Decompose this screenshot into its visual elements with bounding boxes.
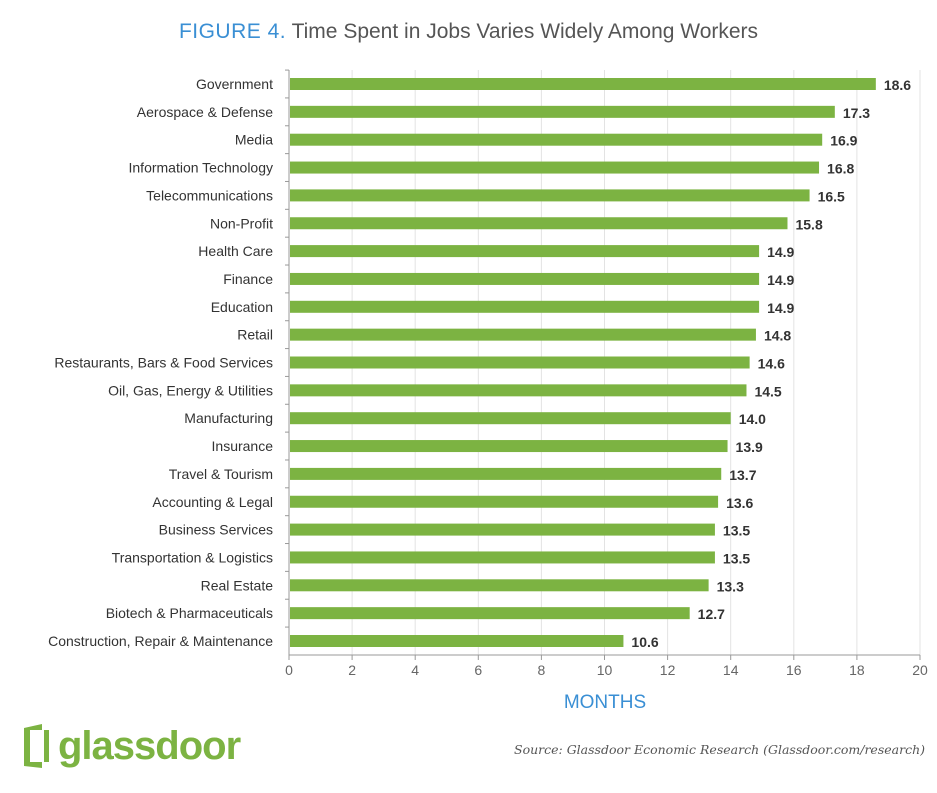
- bar: [290, 607, 690, 620]
- x-tick-label: 6: [474, 662, 482, 678]
- bar: [290, 300, 760, 313]
- bar: [290, 523, 715, 536]
- category-label: Health Care: [198, 243, 273, 259]
- data-label: 13.7: [729, 467, 756, 483]
- data-label: 10.6: [631, 634, 658, 650]
- category-label: Aerospace & Defense: [137, 104, 273, 120]
- data-label: 14.0: [739, 411, 766, 427]
- figure-number: FIGURE 4.: [178, 20, 287, 43]
- x-tick-label: 20: [912, 662, 928, 678]
- x-axis-label: MONTHS: [563, 692, 647, 713]
- data-label: 14.9: [767, 300, 794, 316]
- x-tick-label: 2: [348, 662, 356, 678]
- x-tick-label: 16: [786, 662, 802, 678]
- bar: [290, 245, 760, 258]
- logo-text: glassdoor: [58, 724, 241, 768]
- data-label: 12.7: [698, 606, 725, 622]
- category-label: Non-Profit: [210, 215, 273, 231]
- category-label: Business Services: [159, 522, 273, 538]
- category-label: Construction, Repair & Maintenance: [48, 633, 273, 649]
- bar: [290, 105, 835, 118]
- bar: [290, 440, 728, 453]
- bar: [290, 189, 810, 202]
- category-label: Real Estate: [201, 577, 274, 593]
- x-tick-label: 12: [660, 662, 676, 678]
- source-note: Source: Glassdoor Economic Research (Gla…: [514, 742, 925, 757]
- data-label: 13.5: [723, 523, 750, 539]
- bar: [290, 78, 876, 90]
- bar: [290, 551, 715, 564]
- bar: [290, 133, 823, 146]
- glassdoor-logo: glassdoor: [20, 722, 241, 770]
- category-label: Telecommunications: [146, 187, 273, 203]
- category-label: Education: [211, 299, 273, 315]
- category-label: Restaurants, Bars & Food Services: [54, 355, 273, 371]
- category-label: Insurance: [212, 438, 274, 454]
- category-label: Information Technology: [129, 160, 274, 176]
- bar: [290, 272, 760, 285]
- data-label: 18.6: [884, 77, 911, 93]
- data-label: 14.8: [764, 328, 791, 344]
- category-label: Biotech & Pharmaceuticals: [106, 605, 273, 621]
- category-label: Travel & Tourism: [169, 466, 273, 482]
- data-label: 17.3: [843, 105, 870, 121]
- x-tick-label: 8: [538, 662, 546, 678]
- x-tick-label: 14: [723, 662, 739, 678]
- data-label: 16.9: [830, 133, 857, 149]
- bar: [290, 161, 820, 174]
- data-label: 13.6: [726, 495, 753, 511]
- category-label: Government: [196, 76, 273, 92]
- data-label: 14.5: [754, 383, 781, 399]
- bar: [290, 412, 731, 425]
- data-label: 16.8: [827, 161, 854, 177]
- x-tick-label: 18: [849, 662, 865, 678]
- category-label: Transportation & Logistics: [112, 549, 273, 565]
- category-label: Finance: [223, 271, 273, 287]
- bar-chart: 0 2 4 6 8 10 12 14 16 18 20 Government 18.6 Aerospace…: [48, 69, 928, 678]
- category-label: Media: [235, 132, 273, 148]
- bar: [290, 356, 750, 369]
- category-label: Accounting & Legal: [152, 494, 273, 510]
- chart-title: FIGURE 4. Time Spent in Jobs Varies Wide…: [0, 20, 937, 44]
- category-label: Manufacturing: [184, 410, 273, 426]
- data-label: 13.5: [723, 550, 750, 566]
- x-tick-label: 10: [597, 662, 613, 678]
- bar: [290, 579, 709, 592]
- data-label: 13.3: [717, 578, 744, 594]
- data-label: 14.9: [767, 244, 794, 260]
- bar: [290, 467, 722, 480]
- x-tick-label: 0: [285, 662, 293, 678]
- x-tick-label: 4: [411, 662, 419, 678]
- data-label: 14.6: [758, 356, 785, 372]
- data-label: 15.8: [795, 216, 822, 232]
- bar: [290, 217, 788, 230]
- title-text: Time Spent in Jobs Varies Widely Among W…: [291, 20, 759, 43]
- category-label: Retail: [237, 327, 273, 343]
- data-label: 14.9: [767, 272, 794, 288]
- category-label: Oil, Gas, Energy & Utilities: [108, 382, 273, 398]
- bar: [290, 495, 719, 508]
- door-icon: [24, 724, 49, 768]
- bar: [290, 328, 756, 341]
- bar: [290, 384, 747, 397]
- data-label: 13.9: [736, 439, 763, 455]
- data-label: 16.5: [818, 188, 845, 204]
- bar: [290, 635, 624, 647]
